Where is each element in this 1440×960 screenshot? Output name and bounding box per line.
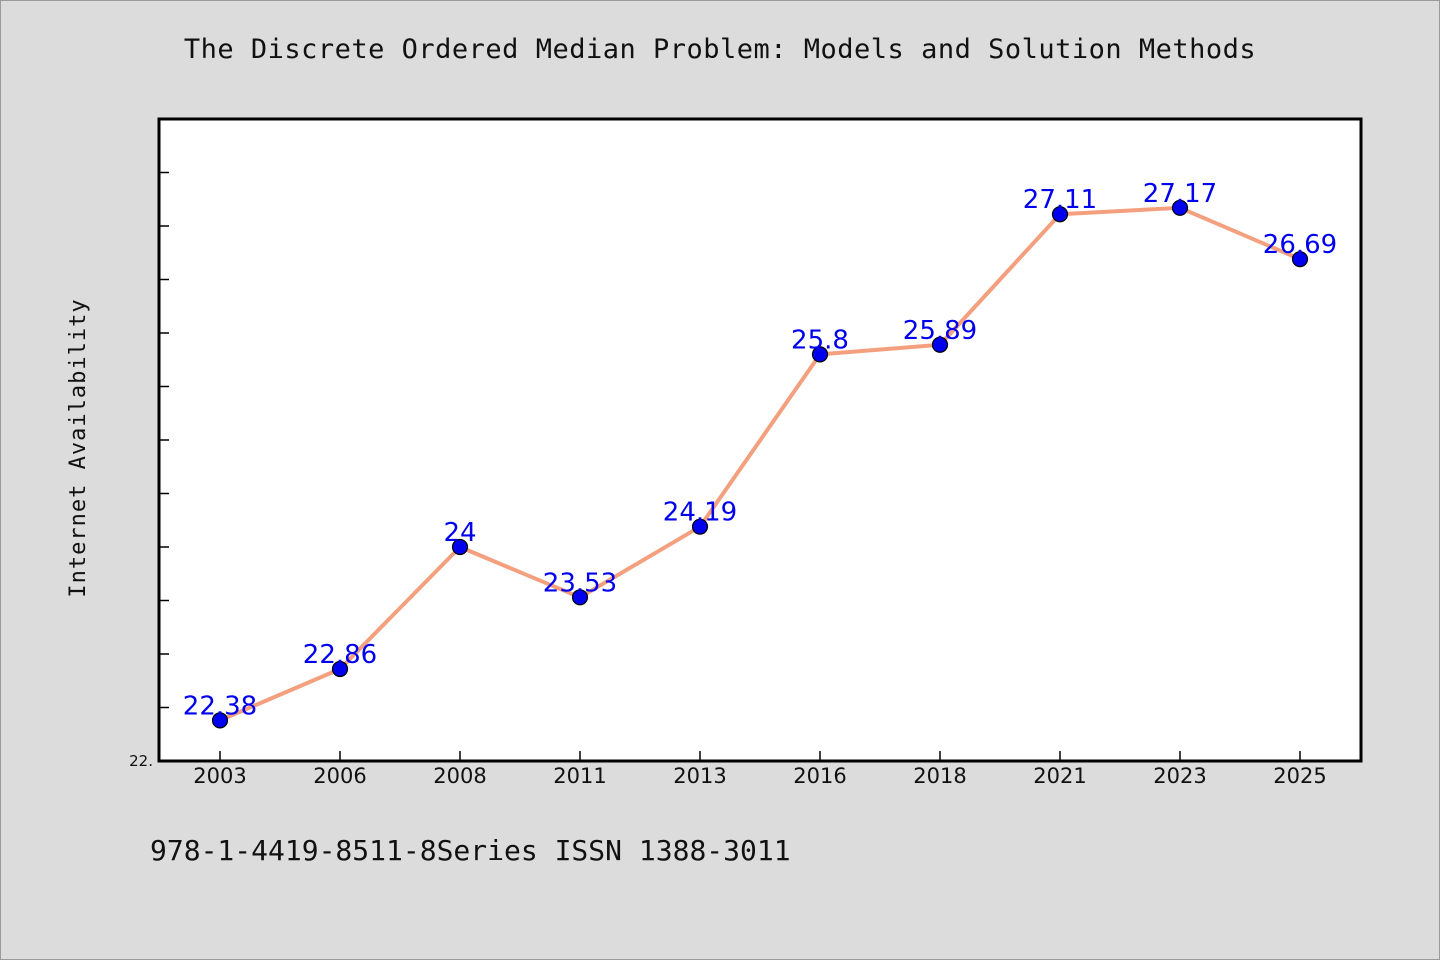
x-tick-label: 2008 [433, 764, 486, 788]
data-point [1171, 199, 1189, 216]
y-axis-min-label: 22. [129, 752, 153, 770]
series-line [218, 205, 1302, 723]
y-axis-title: Internet Availability [66, 298, 91, 597]
data-label: 23.53 [543, 568, 617, 598]
data-label: 27.11 [1023, 185, 1097, 215]
data-label: 25.8 [791, 325, 849, 355]
x-tick-label: 2023 [1153, 764, 1206, 788]
x-tick-label: 2016 [793, 764, 846, 788]
y-axis-ticks [159, 171, 169, 709]
data-label: 27.17 [1143, 179, 1217, 209]
data-point [691, 518, 709, 535]
series-line-group [218, 205, 1302, 723]
x-tick-label: 2006 [313, 764, 366, 788]
x-tick-label: 2021 [1033, 764, 1086, 788]
data-label: 24 [443, 518, 476, 548]
chart-title: The Discrete Ordered Median Problem: Mod… [183, 34, 1257, 65]
data-point [331, 660, 349, 678]
x-tick-label: 2018 [913, 764, 966, 788]
x-tick-label: 2013 [673, 764, 726, 788]
data-labels: 22.38 22.86 24 23.53 24.19 25.8 25.89 27.11 27.1… [183, 179, 1337, 722]
x-tick-label: 2025 [1273, 764, 1326, 788]
data-point [451, 538, 469, 556]
data-label: 22.38 [183, 691, 257, 721]
data-point [571, 589, 589, 606]
data-label: 26.69 [1263, 230, 1337, 260]
data-label: 24.19 [663, 498, 737, 528]
data-point [811, 346, 829, 363]
x-axis-ticks [219, 751, 1301, 761]
data-label: 25.89 [903, 316, 977, 346]
data-label: 22.86 [303, 640, 377, 670]
data-point [1291, 251, 1309, 268]
data-point [1051, 206, 1069, 223]
data-points [211, 199, 1309, 729]
data-point [931, 336, 949, 353]
data-point [211, 712, 229, 729]
x-tick-label: 2011 [553, 764, 606, 788]
x-tick-label: 2003 [193, 764, 246, 788]
footer-isbn-text: 978-1-4419-8511-8Series ISSN 1388-3011 [150, 834, 791, 867]
x-axis-labels: 2003 2006 2008 2011 2013 2016 2018 2021 2023 2025 [193, 764, 1326, 788]
